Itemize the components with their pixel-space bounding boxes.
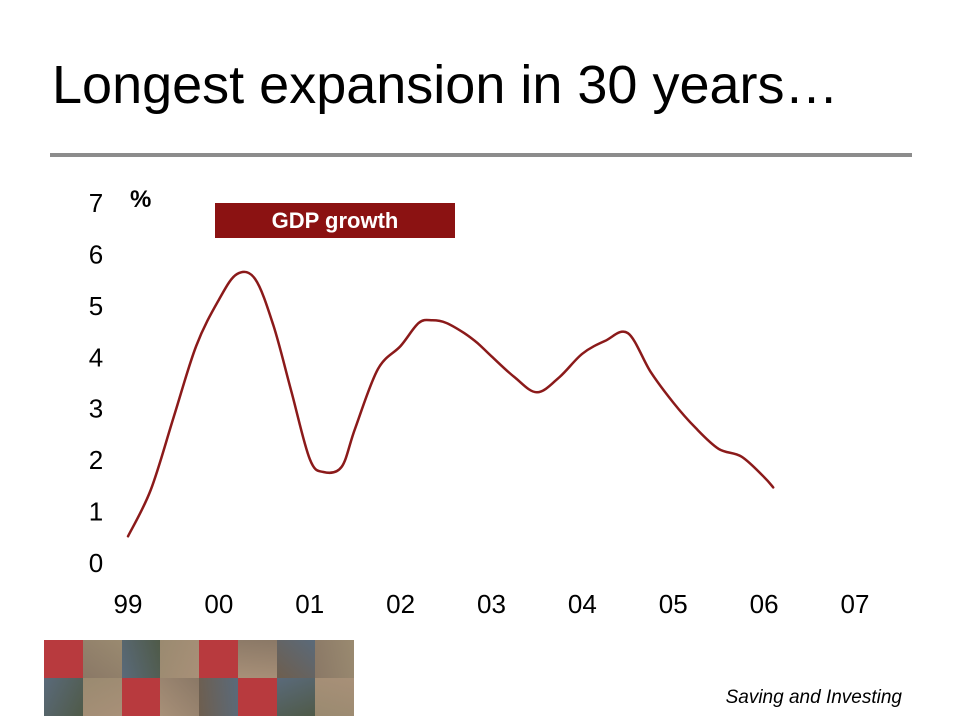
y-tick-label: 4 (89, 342, 103, 372)
mosaic-tile-photo (121, 640, 161, 678)
mosaic-tile-photo (44, 678, 83, 716)
x-tick-label: 07 (841, 589, 870, 619)
series-line-gdp-growth (126, 270, 775, 538)
mosaic-tile-red (44, 640, 83, 678)
slide-title: Longest expansion in 30 years… (52, 55, 839, 115)
legend-box (215, 203, 455, 238)
footer-text: Saving and Investing (725, 687, 902, 708)
mosaic-tile-photo (315, 678, 354, 716)
photo-mosaic (44, 640, 354, 716)
title-divider (50, 153, 912, 157)
x-tick-label: 02 (386, 589, 415, 619)
mosaic-tile-photo (276, 640, 316, 678)
y-tick-label: 5 (89, 291, 103, 321)
mosaic-tile-red (121, 678, 161, 716)
y-tick-label: 3 (89, 394, 103, 424)
mosaic-tile-red (199, 640, 238, 678)
mosaic-tile-red (237, 678, 277, 716)
x-tick-label: 01 (295, 589, 324, 619)
mosaic-tile-photo (315, 640, 354, 678)
y-tick-label: 1 (89, 497, 103, 527)
y-tick-label: 7 (89, 188, 103, 218)
y-tick-label: 6 (89, 239, 103, 269)
x-tick-label: 00 (204, 589, 233, 619)
mosaic-tile-photo (160, 640, 199, 678)
x-tick-label: 04 (568, 589, 597, 619)
y-unit-label: % (130, 186, 151, 213)
mosaic-tile-photo (82, 678, 122, 716)
mosaic-tile-photo (82, 640, 122, 678)
mosaic-tile-photo (160, 678, 199, 716)
mosaic-tile-photo (276, 678, 316, 716)
legend-label-gdp-growth: GDP growth (272, 208, 399, 233)
x-tick-label: 03 (477, 589, 506, 619)
y-tick-label: 2 (89, 445, 103, 475)
y-tick-label: 0 (89, 548, 103, 578)
x-tick-label: 06 (750, 589, 779, 619)
mosaic-tile-photo (237, 640, 277, 678)
x-tick-label: 05 (659, 589, 688, 619)
x-tick-label: 99 (114, 589, 143, 619)
mosaic-tile-photo (199, 678, 238, 716)
